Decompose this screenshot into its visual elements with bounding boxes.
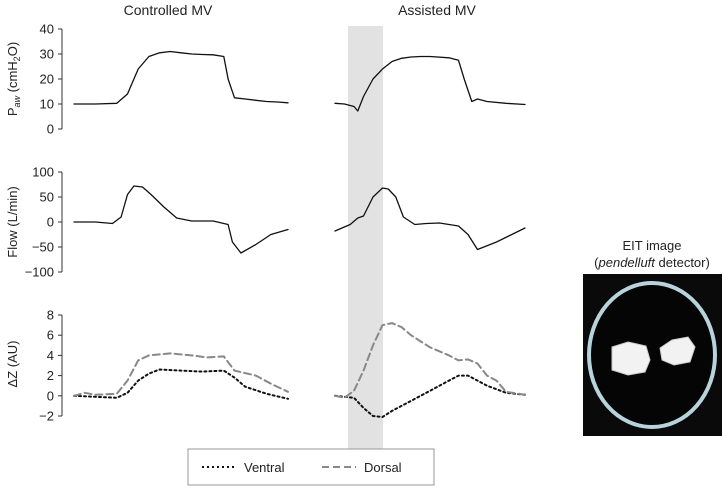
y-tick-label-pressure: 0 [47,122,54,137]
flow-curve-assisted [334,187,526,251]
axes-group: 0 10 20 30 40 −100 −50 0 50 100 −2 0 2 4 6 8 [25,22,63,424]
eit-left-lung-region [611,341,651,376]
y-tick-label-impedance: 4 [47,348,54,363]
legend: Ventral Dorsal [187,448,435,486]
dorsal-curve-assisted [334,322,526,399]
eit-title-line2: (pendelluft detector) [594,255,710,270]
y-tick-label-impedance: 8 [47,308,54,323]
flow-curve-controlled [73,185,289,254]
ventral-curve-assisted [334,374,526,418]
y-tick-label-flow: −100 [25,265,54,280]
eit-thorax-outline [587,281,717,429]
y-tick-label-pressure: 20 [40,72,54,87]
legend-label-dorsal: Dorsal [364,460,402,475]
y-tick-label-impedance: −2 [39,409,54,424]
pressure-curve-controlled [73,50,289,105]
column-title-controlled: Controlled MV [124,2,213,18]
y-tick-label-pressure: 10 [40,97,54,112]
y-tick-label-flow: −50 [32,240,54,255]
y-tick-label-pressure: 30 [40,47,54,62]
y-tick-label-impedance: 0 [47,388,54,403]
pressure-curve-assisted [334,55,526,112]
dorsal-curve-controlled [73,352,289,397]
y-axis-label-impedance: ΔZ (AU) [5,341,20,388]
legend-label-ventral: Ventral [244,460,285,475]
curves-group [73,50,526,418]
y-tick-label-impedance: 6 [47,328,54,343]
y-axis-label-flow: Flow (L/min) [5,186,20,258]
highlight-band [348,26,383,460]
y-tick-label-flow: 0 [47,215,54,230]
y-tick-label-pressure: 40 [40,22,54,37]
y-tick-label-flow: 100 [32,165,54,180]
ventral-curve-controlled [73,368,289,400]
y-tick-label-impedance: 2 [47,368,54,383]
y-axis-label-pressure: Paw (cmH2O) [5,42,22,116]
eit-right-lung-region [659,336,696,366]
eit-title-line1: EIT image [622,238,681,253]
column-title-assisted: Assisted MV [398,2,476,18]
eit-panel: EIT image (pendelluft detector) [583,238,722,436]
y-tick-label-flow: 50 [40,190,54,205]
